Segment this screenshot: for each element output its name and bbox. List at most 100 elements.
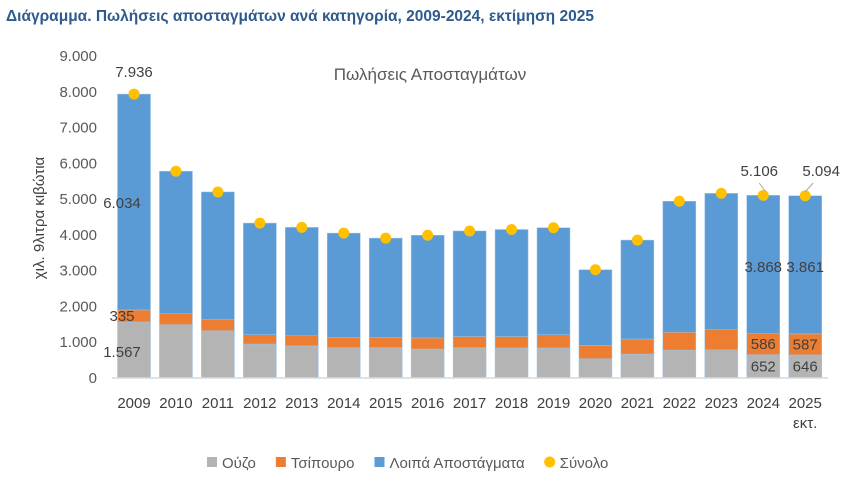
data-label: 1.567 bbox=[103, 344, 141, 361]
total-point bbox=[589, 264, 601, 276]
total-point bbox=[548, 222, 559, 234]
y-tick-label: 5.000 bbox=[59, 191, 97, 208]
bar-Ούζο bbox=[159, 324, 193, 379]
bar-Λοιπά Αποστάγματα bbox=[327, 232, 361, 338]
bar-Λοιπά Αποστάγματα bbox=[662, 201, 697, 333]
x-tick-label: 2014 bbox=[327, 395, 360, 412]
data-label: 586 bbox=[751, 336, 776, 353]
y-tick-label: 1.000 bbox=[59, 334, 97, 351]
y-tick-label: 4.000 bbox=[59, 227, 97, 244]
bar-Ούζο bbox=[704, 349, 739, 379]
total-point bbox=[422, 229, 434, 241]
bar-Λοιπά Αποστάγματα bbox=[578, 269, 613, 346]
x-tick-label: 2024 bbox=[747, 395, 780, 412]
bar-Λοιπά Αποστάγματα bbox=[285, 227, 319, 337]
y-tick-label: 7.000 bbox=[59, 120, 97, 137]
total-point bbox=[715, 187, 727, 199]
data-label: 335 bbox=[109, 308, 134, 325]
bar-Τσίπουρο bbox=[201, 319, 235, 332]
bar-Τσίπουρο bbox=[285, 335, 319, 347]
y-tick-label: 3.000 bbox=[59, 263, 97, 280]
total-point bbox=[212, 186, 224, 198]
bar-Ούζο bbox=[536, 347, 571, 379]
x-tick-label: 2016 bbox=[411, 395, 444, 412]
x-tick-label: 2013 bbox=[285, 395, 318, 412]
data-label: 587 bbox=[793, 336, 818, 353]
bar-Τσίπουρο bbox=[368, 337, 403, 348]
total-point bbox=[254, 217, 266, 229]
legend-swatch bbox=[207, 457, 217, 467]
data-label: 646 bbox=[793, 358, 818, 375]
total-point bbox=[296, 221, 308, 233]
y-axis-label: χιλ. 9λιτρα κιβώτια bbox=[31, 156, 48, 279]
total-point bbox=[338, 227, 350, 239]
bar-Ούζο bbox=[410, 348, 445, 379]
bar-Λοιπά Αποστάγματα bbox=[368, 237, 403, 338]
bar-Λοιπά Αποστάγματα bbox=[536, 227, 571, 335]
bar-Τσίπουρο bbox=[662, 331, 697, 351]
total-point bbox=[757, 189, 769, 201]
x-tick-label: 2009 bbox=[117, 395, 150, 412]
total-point bbox=[170, 165, 182, 177]
bar-Τσίπουρο bbox=[159, 313, 193, 325]
bar-Ούζο bbox=[494, 347, 529, 379]
bar-Τσίπουρο bbox=[494, 336, 529, 349]
bar-Ούζο bbox=[285, 345, 319, 379]
x-tick-label: 2018 bbox=[495, 395, 528, 412]
legend-marker bbox=[544, 456, 556, 468]
x-tick-label: 2020 bbox=[579, 395, 612, 412]
legend-swatch bbox=[275, 457, 286, 467]
bar-Ούζο bbox=[368, 347, 403, 379]
bar-Τσίπουρο bbox=[243, 334, 277, 345]
bar-Ούζο bbox=[201, 330, 235, 379]
legend-swatch bbox=[374, 457, 385, 467]
legend-label: Ούζο bbox=[222, 455, 256, 472]
x-tick-label: 2015 bbox=[369, 395, 402, 412]
x-tick-label: 2022 bbox=[663, 395, 696, 412]
x-tick-label: 2025 bbox=[789, 395, 822, 412]
total-point bbox=[673, 195, 685, 207]
leader-line bbox=[758, 182, 766, 192]
data-label: 3.868 bbox=[744, 259, 782, 276]
y-tick-label: 0 bbox=[89, 370, 97, 387]
x-tick-sublabel: εκτ. bbox=[793, 415, 817, 432]
bar-Ούζο bbox=[327, 347, 361, 379]
bar-Τσίπουρο bbox=[578, 345, 613, 359]
y-tick-label: 6.000 bbox=[59, 155, 97, 172]
total-point bbox=[631, 234, 643, 246]
bar-Ούζο bbox=[452, 347, 487, 379]
bar-Τσίπουρο bbox=[327, 337, 361, 348]
bar-Λοιπά Αποστάγματα bbox=[201, 191, 235, 320]
x-tick-label: 2010 bbox=[159, 395, 192, 412]
bar-Λοιπά Αποστάγματα bbox=[704, 193, 739, 330]
x-tick-label: 2021 bbox=[621, 395, 654, 412]
bar-Λοιπά Αποστάγματα bbox=[243, 222, 277, 335]
total-point bbox=[464, 225, 476, 237]
leader-line bbox=[804, 182, 814, 193]
x-tick-label: 2017 bbox=[453, 395, 486, 412]
total-point bbox=[506, 224, 518, 236]
x-tick-label: 2023 bbox=[705, 395, 738, 412]
bar-Ούζο bbox=[620, 353, 655, 379]
figure-heading: Διάγραμμα. Πωλήσεις αποσταγμάτων ανά κατ… bbox=[6, 8, 594, 25]
bar-Ούζο bbox=[578, 358, 613, 379]
bar-Ούζο bbox=[662, 349, 697, 379]
x-tick-label: 2012 bbox=[243, 395, 276, 412]
bar-Τσίπουρο bbox=[410, 337, 445, 350]
bar-Λοιπά Αποστάγματα bbox=[788, 195, 822, 335]
data-label: 652 bbox=[751, 358, 776, 375]
bar-Ούζο bbox=[243, 343, 277, 379]
y-tick-label: 2.000 bbox=[59, 298, 97, 315]
bar-Λοιπά Αποστάγματα bbox=[494, 229, 529, 337]
y-tick-label: 9.000 bbox=[59, 48, 97, 65]
data-label: 5.094 bbox=[802, 163, 840, 180]
bar-Τσίπουρο bbox=[704, 329, 739, 350]
legend-label: Σύνολο bbox=[560, 455, 609, 472]
total-point bbox=[128, 88, 140, 100]
data-label: 3.861 bbox=[786, 259, 824, 276]
legend-label: Τσίπουρο bbox=[291, 455, 355, 472]
bar-Τσίπουρο bbox=[452, 336, 487, 348]
bar-Τσίπουρο bbox=[536, 334, 571, 349]
y-tick-label: 8.000 bbox=[59, 84, 97, 101]
